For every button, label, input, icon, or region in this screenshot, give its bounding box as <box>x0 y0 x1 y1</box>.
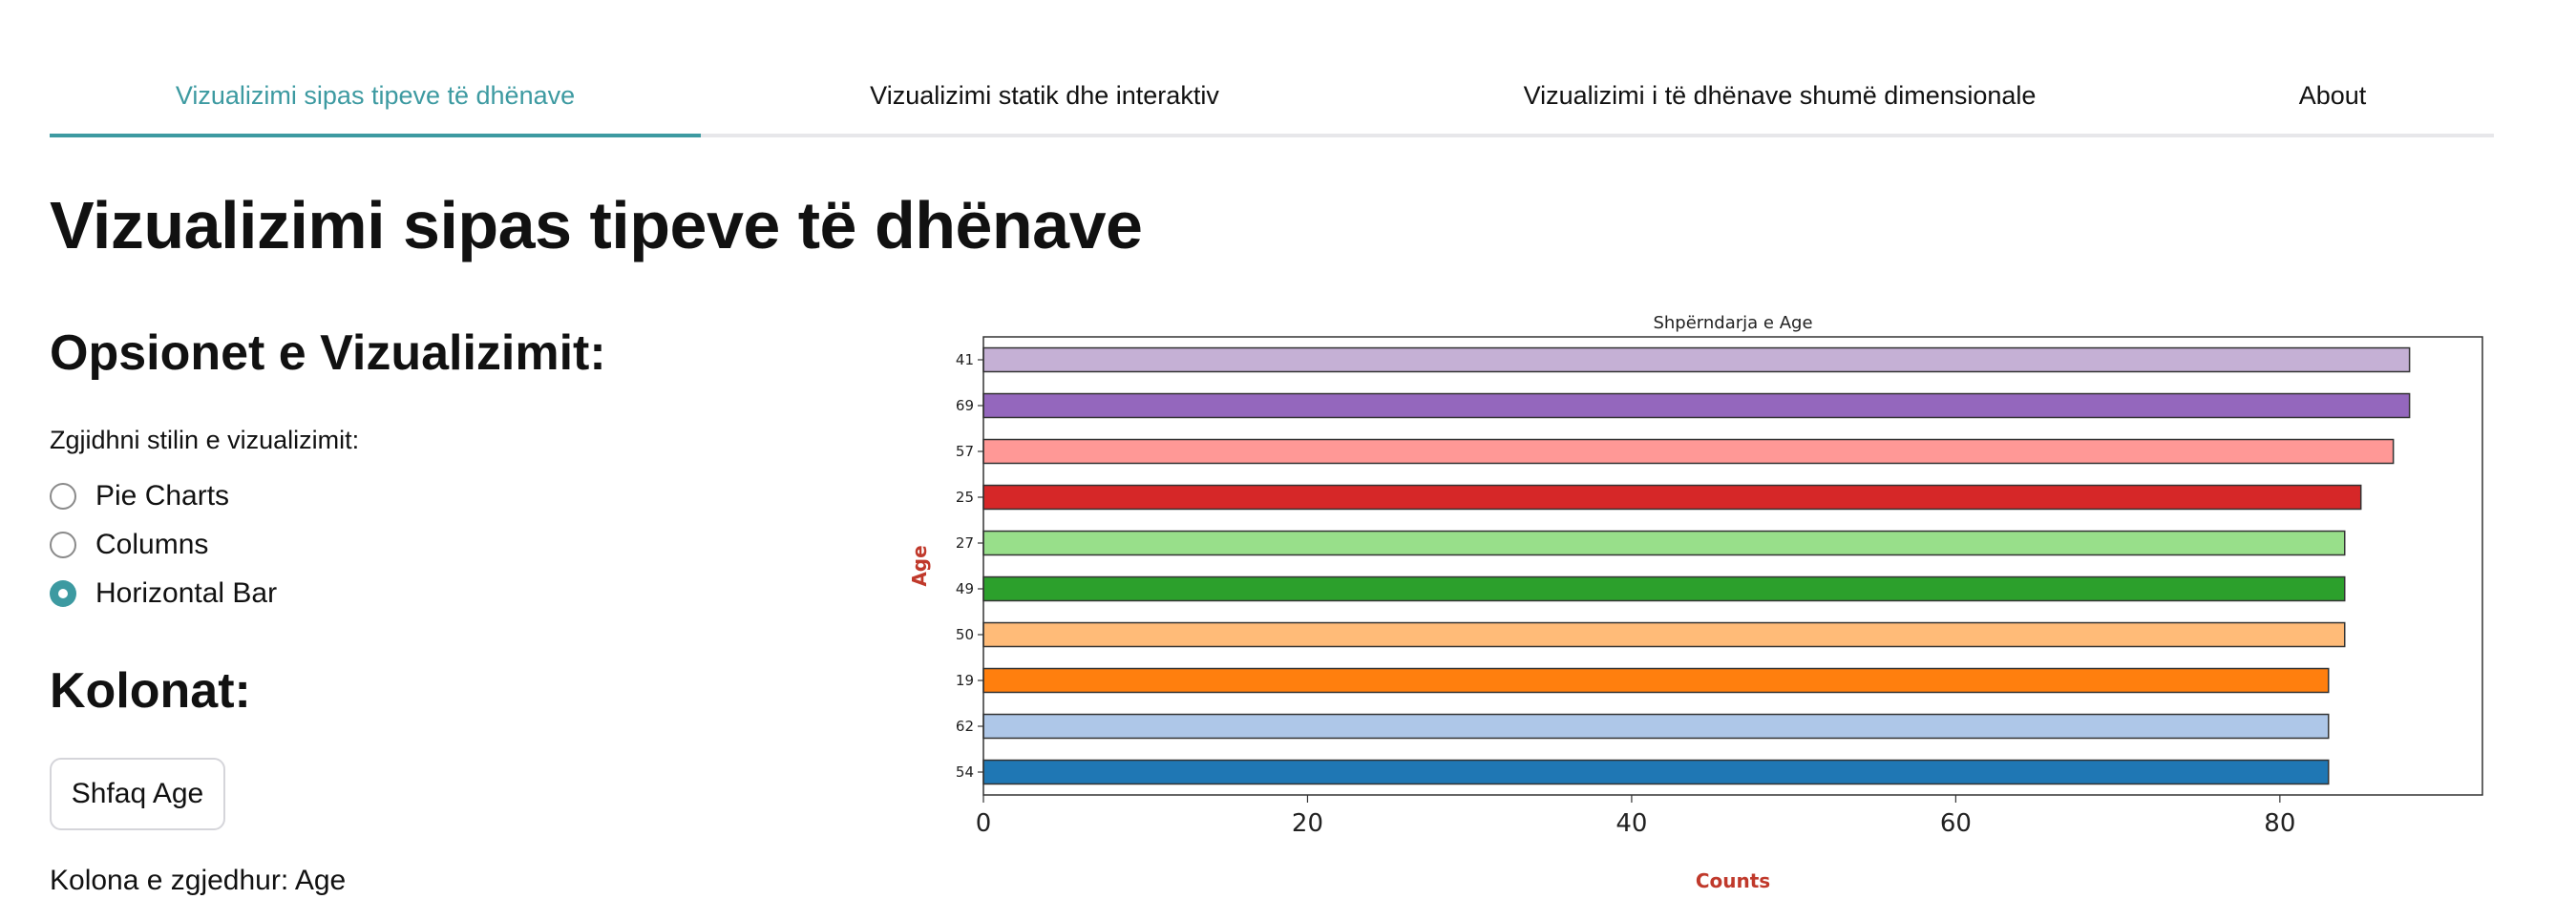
y-tick-label: 49 <box>956 580 974 597</box>
x-tick-label: 40 <box>1615 809 1647 838</box>
tab-static-interactive[interactable]: Vizualizimi statik dhe interaktiv <box>870 80 1219 110</box>
x-tick-label: 0 <box>976 809 992 838</box>
columns-heading: Kolonat: <box>50 663 251 719</box>
bar-age-41 <box>982 346 2411 373</box>
plot-frame <box>982 336 2483 796</box>
tab-bar: Vizualizimi sipas tipeve të dhënave Vizu… <box>50 57 2494 137</box>
y-tick-label: 62 <box>956 718 974 735</box>
radio-circle-selected[interactable] <box>50 580 76 607</box>
show-age-button[interactable]: Shfaq Age <box>50 758 225 830</box>
chart-title: Shpërndarja e Age <box>1653 313 1812 333</box>
bar-age-19 <box>982 667 2330 694</box>
y-tick-label: 25 <box>956 489 974 506</box>
radio-columns[interactable]: Columns <box>50 526 208 564</box>
y-tick-label: 54 <box>956 763 974 781</box>
bar-age-54 <box>982 759 2330 785</box>
radio-label: Horizontal Bar <box>95 577 278 609</box>
tab-multidimensional[interactable]: Vizualizimi i të dhënave shumë dimension… <box>1523 80 2037 110</box>
tab-about[interactable]: About <box>2298 80 2367 110</box>
y-axis-label: Age <box>908 545 931 586</box>
bar-age-50 <box>982 621 2346 648</box>
page-title: Vizualizimi sipas tipeve të dhënave <box>50 188 1143 262</box>
radio-circle[interactable] <box>50 483 76 510</box>
bar-age-49 <box>982 575 2346 602</box>
options-heading: Opsionet e Vizualizimit: <box>50 325 606 381</box>
x-axis-label: Counts <box>1696 869 1770 892</box>
radio-label: Pie Charts <box>95 480 230 512</box>
radio-label: Columns <box>95 529 209 560</box>
bar-age-69 <box>982 392 2411 419</box>
age-distribution-chart: Shpërndarja e Age 41 69 57 25 27 49 50 19 62 54 0… <box>908 313 2483 892</box>
bar-age-25 <box>982 484 2362 511</box>
tab-data-types[interactable]: Vizualizimi sipas tipeve të dhënave <box>175 80 576 110</box>
y-tick-label: 50 <box>956 626 974 643</box>
y-tick-label: 57 <box>956 443 974 460</box>
radio-horizontal-bar[interactable]: Horizontal Bar <box>50 575 277 613</box>
radio-circle[interactable] <box>50 532 76 558</box>
radio-pie-charts[interactable]: Pie Charts <box>50 477 229 515</box>
y-tick-label: 27 <box>956 534 974 552</box>
active-tab-indicator <box>50 134 701 137</box>
y-tick-label: 69 <box>956 397 974 414</box>
y-tick-label: 41 <box>956 351 974 368</box>
selected-column-text: Kolona e zgjedhur: Age <box>50 865 347 896</box>
x-tick-label: 80 <box>2264 809 2295 838</box>
style-prompt: Zgjidhni stilin e vizualizimit: <box>50 426 360 454</box>
bar-age-27 <box>982 530 2346 556</box>
x-tick-label: 60 <box>1940 809 1972 838</box>
bar-age-57 <box>982 438 2395 465</box>
bar-age-62 <box>982 713 2330 740</box>
x-tick-label: 20 <box>1292 809 1323 838</box>
y-tick-label: 19 <box>956 672 974 689</box>
